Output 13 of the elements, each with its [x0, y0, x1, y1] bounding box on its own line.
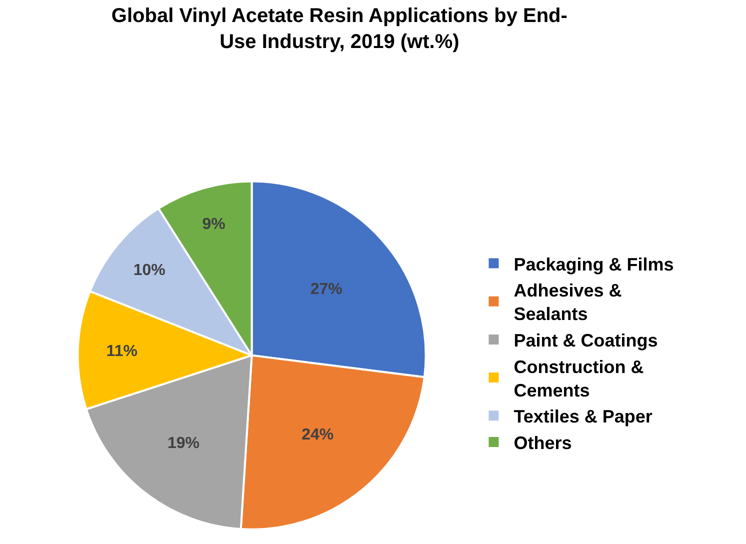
legend-label: Others: [514, 433, 572, 454]
data-label: 27%: [310, 281, 342, 298]
data-label: 11%: [106, 342, 138, 360]
data-label: 19%: [167, 434, 200, 452]
legend-label: Adhesives & Sealants: [514, 280, 622, 324]
legend-label: Packaging & Films: [514, 254, 674, 274]
legend-label: Construction & Cements: [514, 356, 644, 400]
chart-title: Global Vinyl Acetate Resin Applications by End-Use Industry, 2019 (wt.%): [111, 4, 568, 53]
data-label: 24%: [302, 426, 334, 444]
data-label: 10%: [133, 262, 166, 280]
data-label: 9%: [202, 216, 226, 234]
legend-label: Textiles & Paper: [514, 406, 652, 427]
legend-label: Paint & Coatings: [514, 330, 658, 350]
